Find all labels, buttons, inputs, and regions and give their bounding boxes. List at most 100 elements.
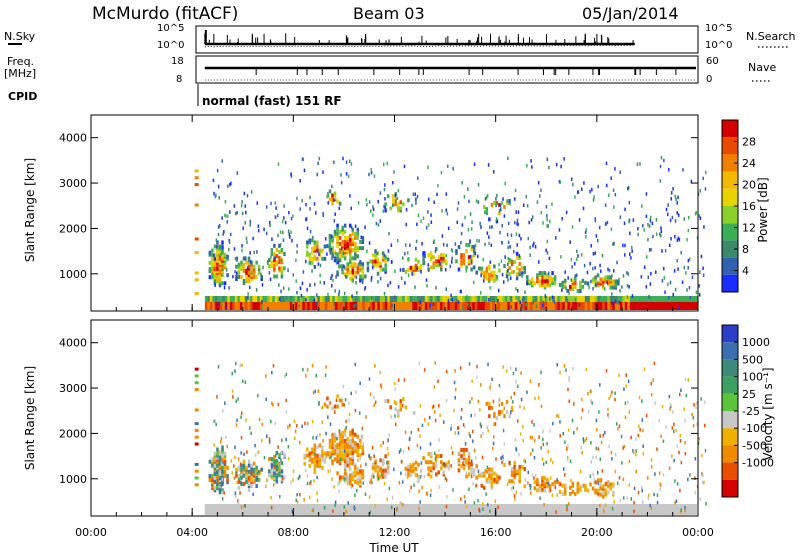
power-cell — [569, 302, 573, 310]
velocity-cell — [218, 450, 221, 454]
power-cell — [539, 194, 541, 198]
velocity-cell — [638, 395, 641, 400]
velocity-cell — [419, 468, 423, 473]
power-cell — [671, 215, 674, 220]
velocity-cell — [354, 480, 357, 484]
power-cell — [328, 246, 332, 251]
power-cell — [384, 259, 387, 264]
velocity-cell — [348, 477, 352, 482]
velocity-cell — [467, 462, 471, 467]
power-cell — [216, 269, 219, 274]
velocity-cell — [297, 476, 300, 481]
velocity-cell — [250, 465, 253, 470]
colorbar-tick-label: 16 — [742, 200, 756, 213]
velocity-cell — [531, 448, 534, 452]
velocity-cell — [418, 361, 421, 366]
power-cell — [316, 172, 319, 177]
velocity-cell — [261, 438, 263, 443]
velocity-cell — [680, 460, 683, 465]
velocity-cell — [442, 472, 446, 477]
power-cell — [484, 296, 488, 302]
power-cell — [355, 280, 357, 285]
power-cell — [366, 202, 368, 207]
power-cell — [564, 270, 566, 274]
velocity-cell — [547, 450, 549, 454]
velocity-cell — [614, 469, 617, 474]
velocity-cell — [346, 438, 349, 443]
velocity-cell — [540, 370, 542, 375]
power-cell — [338, 250, 342, 255]
velocity-cell — [247, 459, 251, 464]
power-cell — [331, 284, 333, 288]
power-cell — [422, 302, 426, 310]
power-cell — [551, 295, 554, 299]
velocity-cell — [538, 383, 540, 387]
power-cell — [346, 272, 349, 277]
velocity-cell — [304, 421, 306, 426]
power-cell — [370, 275, 373, 280]
power-cell — [540, 188, 542, 193]
velocity-cell — [399, 403, 403, 408]
power-cell — [488, 278, 491, 283]
power-cell — [240, 260, 243, 265]
velocity-cell — [407, 466, 410, 471]
power-cell — [396, 196, 398, 201]
power-cell — [485, 211, 489, 216]
velocity-cell — [419, 404, 422, 408]
velocity-cell — [457, 468, 460, 473]
power-cell — [280, 258, 283, 263]
power-cell — [447, 164, 449, 169]
velocity-cell — [434, 454, 438, 459]
power-cell — [483, 272, 486, 277]
power-cell — [594, 275, 597, 280]
power-cell — [518, 268, 521, 273]
power-cell — [500, 259, 503, 264]
power-cell — [597, 302, 601, 310]
power-cell — [212, 178, 215, 183]
power-cell — [370, 209, 372, 213]
power-cell — [343, 229, 347, 234]
velocity-cell — [217, 479, 220, 484]
power-cell — [531, 281, 534, 286]
velocity-cell — [374, 466, 377, 471]
power-cell — [361, 270, 365, 275]
velocity-cell — [556, 478, 558, 482]
velocity-cell — [306, 421, 309, 426]
power-cell — [273, 264, 276, 269]
power-cell — [220, 302, 223, 306]
power-cell — [366, 261, 370, 266]
power-cell — [519, 300, 522, 305]
power-cell — [698, 284, 701, 288]
velocity-cell — [485, 492, 487, 496]
power-cell — [674, 296, 678, 302]
power-cell — [512, 302, 516, 310]
power-cell — [676, 211, 679, 215]
power-cell — [250, 260, 253, 265]
power-cell — [689, 296, 693, 302]
power-cell — [213, 271, 217, 276]
power-cell — [372, 296, 376, 302]
power-cell — [370, 170, 373, 175]
power-cell — [440, 267, 443, 272]
power-cell — [440, 170, 443, 175]
power-cell — [678, 237, 681, 242]
power-cell — [323, 281, 326, 285]
power-cell — [359, 296, 363, 302]
power-cell — [442, 253, 446, 258]
velocity-cell — [343, 438, 347, 443]
power-cell — [432, 265, 435, 270]
power-cell — [595, 283, 597, 287]
velocity-cell — [412, 462, 415, 467]
power-cell — [427, 197, 430, 202]
velocity-cell — [317, 389, 320, 393]
power-cell — [218, 269, 222, 274]
velocity-cell — [275, 471, 279, 476]
colorbar-tick-label: 4 — [742, 265, 749, 278]
velocity-cell — [656, 493, 659, 497]
power-cell — [370, 278, 373, 282]
velocity-cell — [257, 450, 259, 455]
power-cell — [254, 302, 258, 310]
power-cell — [582, 302, 586, 310]
power-cell — [370, 168, 372, 172]
power-cell — [574, 261, 576, 266]
